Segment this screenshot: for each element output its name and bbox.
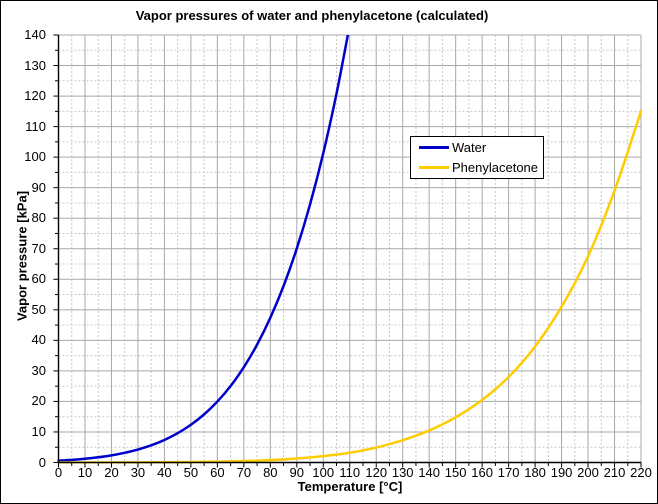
y-tick-label: 10 — [31, 423, 46, 439]
x-tick-label: 160 — [471, 465, 493, 480]
chart-title: Vapor pressures of water and phenylaceto… — [135, 8, 489, 23]
x-tick-label: 210 — [603, 465, 626, 480]
phenylacetone-line-sample-icon — [419, 166, 449, 169]
x-tick-label: 190 — [550, 465, 573, 480]
x-tick-label: 0 — [54, 465, 63, 480]
y-tick-label: 80 — [31, 210, 46, 226]
y-tick-label: 130 — [24, 57, 46, 73]
y-tick-label: 40 — [31, 332, 46, 348]
x-tick-label: 80 — [263, 465, 278, 480]
x-tick-label: 10 — [77, 465, 93, 480]
x-tick-label: 50 — [183, 465, 199, 480]
x-tick-label: 140 — [418, 465, 441, 480]
y-tick-label: 90 — [31, 179, 46, 195]
y-tick-label: 0 — [38, 454, 46, 470]
water-line-sample-icon — [419, 146, 449, 149]
series-line-water — [57, 35, 350, 462]
y-tick-label: 30 — [31, 362, 46, 378]
legend: Water Phenylacetone — [410, 136, 544, 179]
x-tick-label: 120 — [365, 465, 388, 480]
y-tick-label: 60 — [31, 271, 46, 287]
y-tick-label: 120 — [24, 88, 46, 104]
legend-item-phenylacetone: Phenylacetone — [411, 159, 543, 176]
y-tick-label: 110 — [25, 118, 46, 134]
x-tick-label: 200 — [577, 465, 599, 480]
y-tick-label: 70 — [31, 240, 46, 256]
x-tick-label: 170 — [497, 465, 520, 480]
x-tick-label: 20 — [104, 465, 119, 480]
x-tick-label: 150 — [444, 465, 467, 480]
x-tick-label: 130 — [391, 465, 414, 480]
y-tick-label: 50 — [31, 301, 46, 317]
x-tick-label: 220 — [630, 465, 652, 480]
x-tick-label: 60 — [210, 465, 225, 480]
x-tick-label: 40 — [157, 465, 172, 480]
legend-label-water: Water — [452, 140, 487, 155]
x-tick-label: 90 — [289, 465, 305, 480]
legend-label-phenylacetone: Phenylacetone — [452, 160, 539, 175]
x-tick-label: 30 — [130, 465, 146, 480]
y-tick-label: 20 — [31, 393, 46, 409]
y-tick-label: 100 — [24, 149, 46, 165]
y-tick-label: 140 — [24, 27, 46, 42]
legend-item-water: Water — [411, 139, 543, 156]
x-tick-label: 180 — [524, 465, 546, 480]
x-tick-label: 70 — [236, 465, 252, 480]
x-axis-title: Temperature [°C] — [297, 479, 403, 494]
x-tick-label: 100 — [312, 465, 335, 480]
x-tick-label: 110 — [339, 465, 361, 480]
